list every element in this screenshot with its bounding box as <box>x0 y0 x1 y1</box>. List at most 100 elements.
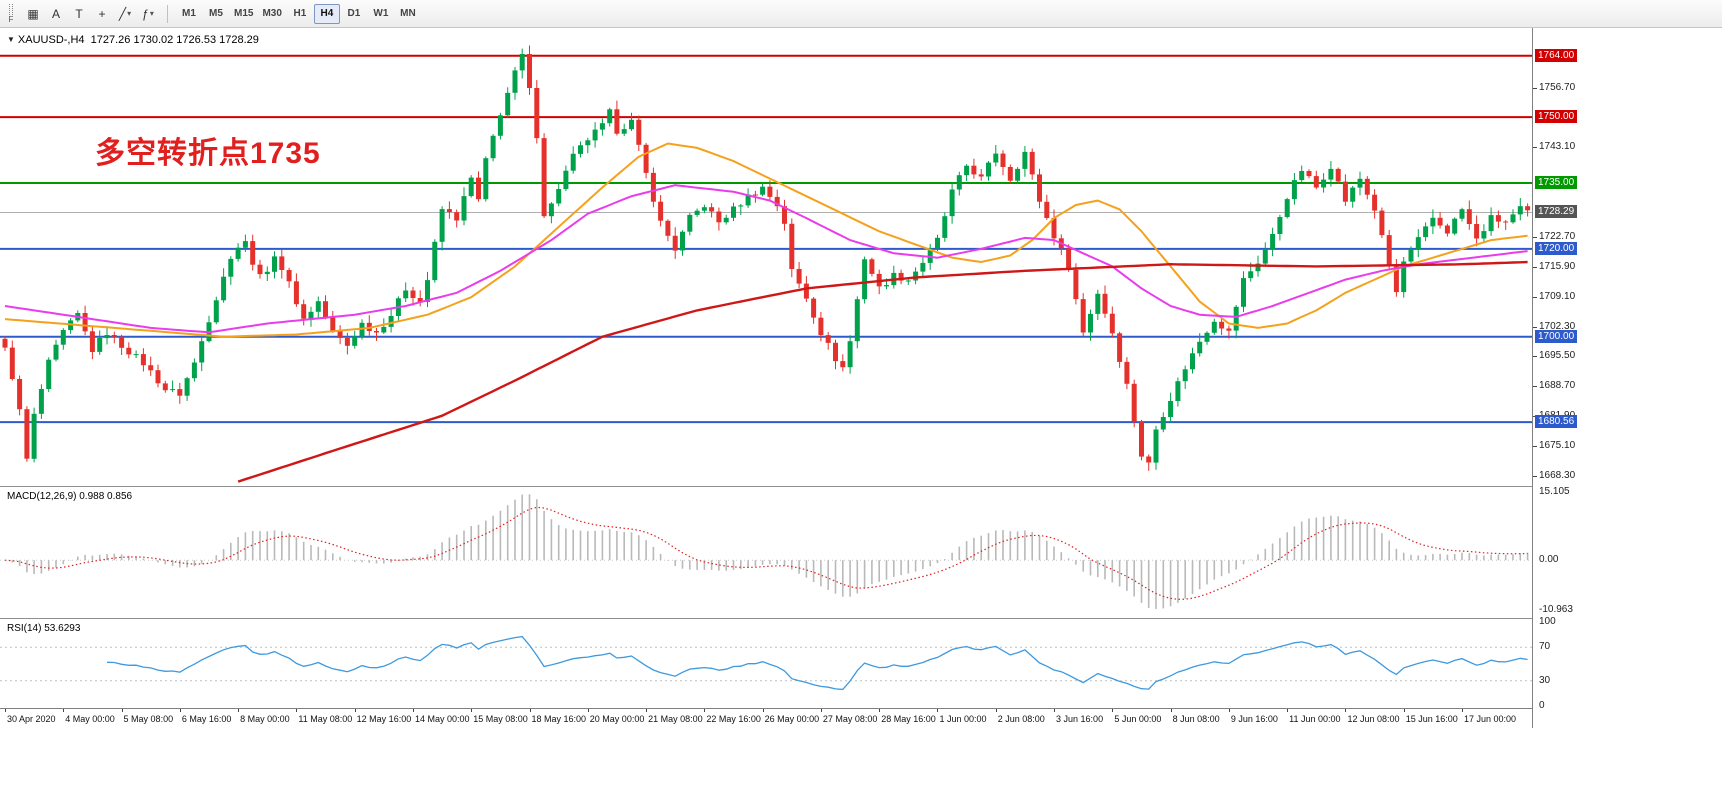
timeframe-button-m5[interactable]: M5 <box>209 8 223 19</box>
symbol-dropdown-icon[interactable]: ▼ <box>7 35 15 44</box>
time-tick <box>879 709 881 712</box>
toolbar-separator <box>167 4 168 23</box>
time-tick <box>1170 709 1172 712</box>
timeframe-button-w1[interactable]: W1 <box>373 8 389 19</box>
toolbar-grip[interactable]: F <box>4 3 18 24</box>
axis-tick <box>1533 446 1537 448</box>
time-tick <box>179 709 181 712</box>
time-tick <box>121 709 123 712</box>
time-tick <box>471 709 473 712</box>
macd-axis-label: 15.105 <box>1539 486 1570 498</box>
axis-tick <box>1533 356 1537 358</box>
time-axis-label: 8 May 00:00 <box>240 714 290 724</box>
timeframe-button-h4[interactable]: H4 <box>313 3 340 24</box>
rsi-axis-label: 0 <box>1539 700 1545 711</box>
time-tick <box>1054 709 1056 712</box>
cursor-icon[interactable]: A <box>45 3 67 25</box>
indicators-icon[interactable]: ƒ ▾ <box>137 3 159 25</box>
time-tick <box>820 709 822 712</box>
text-tool-icon[interactable]: T <box>68 3 90 25</box>
time-axis-label: 3 Jun 16:00 <box>1056 714 1104 724</box>
timeframe-button-m1[interactable]: M1 <box>182 8 196 19</box>
time-tick <box>1228 709 1230 712</box>
trendline-icon: ╱ <box>118 6 127 21</box>
price-axis-label: 1702.30 <box>1539 320 1576 332</box>
time-tick <box>587 709 589 712</box>
ma-magenta-line <box>4 184 1528 334</box>
time-axis-label: 14 May 00:00 <box>414 714 470 724</box>
annotation-text[interactable]: 多空转折点1735 <box>95 137 321 170</box>
price-axis-label: 1722.70 <box>1539 231 1576 243</box>
time-tick <box>238 709 240 712</box>
axis-tick <box>1533 87 1537 89</box>
macd-label: MACD(12,26,9) 0.988 0.856 <box>7 491 133 502</box>
candles-series <box>2 45 1531 471</box>
price-axis-label: 1695.50 <box>1539 350 1576 362</box>
time-axis-border <box>0 708 1722 709</box>
time-axis-label: 6 May 16:00 <box>181 714 232 724</box>
time-tick <box>63 709 65 712</box>
timeframe-button-m15[interactable]: M15 <box>234 8 254 19</box>
axis-tick <box>1533 326 1537 328</box>
price-axis-label-highlight: 1750.00 <box>1535 110 1578 124</box>
trendline-icon[interactable]: ╱ ▾ <box>114 3 136 25</box>
horizontal-lines[interactable] <box>0 54 1532 424</box>
time-axis-label: 4 May 00:00 <box>65 714 115 724</box>
rsi-axis-label: 70 <box>1539 641 1551 653</box>
text-tool-icon: T <box>75 6 83 21</box>
macd-canvas[interactable] <box>0 488 1532 618</box>
time-tick <box>5 709 6 712</box>
time-tick <box>1287 709 1289 712</box>
axis-tick <box>1533 266 1537 268</box>
time-tick <box>762 709 764 712</box>
time-axis-label: 8 Jun 08:00 <box>1172 714 1220 724</box>
time-axis-label: 11 May 08:00 <box>298 714 353 724</box>
macd-histogram <box>11 494 1529 609</box>
timeframe-button-mn[interactable]: MN <box>400 8 416 19</box>
main-chart-canvas[interactable] <box>0 28 1532 486</box>
rsi-canvas[interactable] <box>0 620 1532 708</box>
time-tick <box>1112 709 1114 712</box>
time-axis-label: 12 Jun 08:00 <box>1347 714 1400 724</box>
time-axis-label: 12 May 16:00 <box>356 714 412 724</box>
time-axis-label: 27 May 08:00 <box>822 714 878 724</box>
rsi-label: RSI(14) 53.6293 <box>7 623 81 634</box>
chart-title-text: XAUUSD-,H4 1727.26 1730.02 1726.53 1728.… <box>17 34 259 46</box>
price-axis-label-highlight: 1735.00 <box>1535 176 1578 189</box>
time-axis-label: 21 May 08:00 <box>648 714 703 724</box>
crosshair-icon[interactable]: + <box>91 3 113 25</box>
time-tick <box>354 709 356 712</box>
timeframe-button-d1[interactable]: D1 <box>347 8 361 19</box>
price-axis-label: 1756.70 <box>1539 81 1576 93</box>
panel-splitter[interactable] <box>0 486 1722 487</box>
time-axis[interactable]: 30 Apr 2020 4 May 00:00 5 May 08:00 6 May 1… <box>0 709 1532 728</box>
macd-axis-label: 0.00 <box>1539 554 1559 566</box>
price-axis-label-highlight: 1680.56 <box>1535 415 1578 429</box>
panel-splitter[interactable] <box>0 618 1722 619</box>
ma-red-line <box>237 260 1528 483</box>
charts-icon[interactable]: ▦ <box>22 3 44 25</box>
rsi-line <box>106 635 1528 691</box>
time-axis-label: 1 Jun 00:00 <box>939 714 987 724</box>
price-axis-label: 1709.10 <box>1539 290 1576 302</box>
time-tick <box>1462 709 1463 712</box>
timeframe-button-h1[interactable]: H1 <box>293 8 307 19</box>
cursor-icon: A <box>51 6 60 21</box>
rsi-axis-label: 30 <box>1539 674 1551 686</box>
dropdown-caret-icon[interactable]: ▾ <box>127 9 132 18</box>
time-axis-label: 30 Apr 2020 <box>7 714 56 724</box>
grip-dots-icon <box>9 3 13 15</box>
price-axis-label-highlight: 1720.00 <box>1535 241 1578 255</box>
time-tick <box>1345 709 1347 712</box>
timeframe-button-m30[interactable]: M30 <box>262 8 282 19</box>
dropdown-caret-icon[interactable]: ▾ <box>149 9 154 18</box>
price-axis-label-highlight: 1764.00 <box>1535 48 1578 62</box>
time-axis-label: 15 Jun 16:00 <box>1405 714 1458 724</box>
price-axis[interactable]: 1756.70 1743.10 1722.70 1715.90 1709.10 1702.… <box>1532 28 1722 728</box>
axis-tick <box>1533 237 1537 239</box>
axis-tick <box>1533 386 1537 388</box>
time-axis-label: 28 May 16:00 <box>881 714 936 724</box>
grip-label: F <box>8 14 14 24</box>
price-axis-label-highlight: 1728.29 <box>1535 205 1578 219</box>
crosshair-icon: + <box>98 6 106 21</box>
